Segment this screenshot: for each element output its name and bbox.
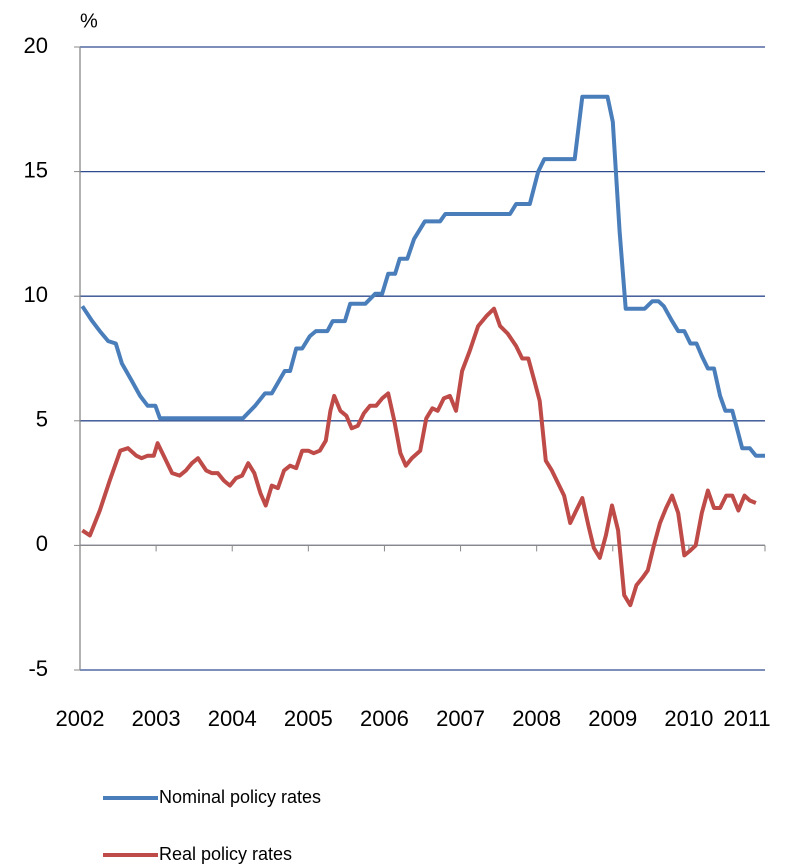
y-tick-label: 20 [24,33,48,58]
y-tick-label: 15 [24,157,48,182]
y-tick-label: 10 [24,282,48,307]
x-tick-label: 2002 [56,706,105,731]
series-line [80,94,765,458]
x-tick-label: 2011 [723,706,770,731]
legend-label: Nominal policy rates [159,787,321,807]
x-tick-label: 2008 [512,706,561,731]
y-tick-label: -5 [28,656,48,681]
x-tick-label: 2005 [284,706,333,731]
series-line [81,306,757,608]
x-tick-label: 2004 [208,706,257,731]
legend-label: Real policy rates [159,844,292,864]
y-tick-label: 0 [36,531,48,556]
x-tick-label: 2003 [132,706,181,731]
y-axis-label: % [80,10,98,32]
x-tick-label: 2009 [588,706,637,731]
x-tick-label: 2007 [436,706,485,731]
y-tick-label: 5 [36,407,48,432]
x-tick-label: 2006 [360,706,409,731]
x-tick-label: 2010 [664,706,713,731]
